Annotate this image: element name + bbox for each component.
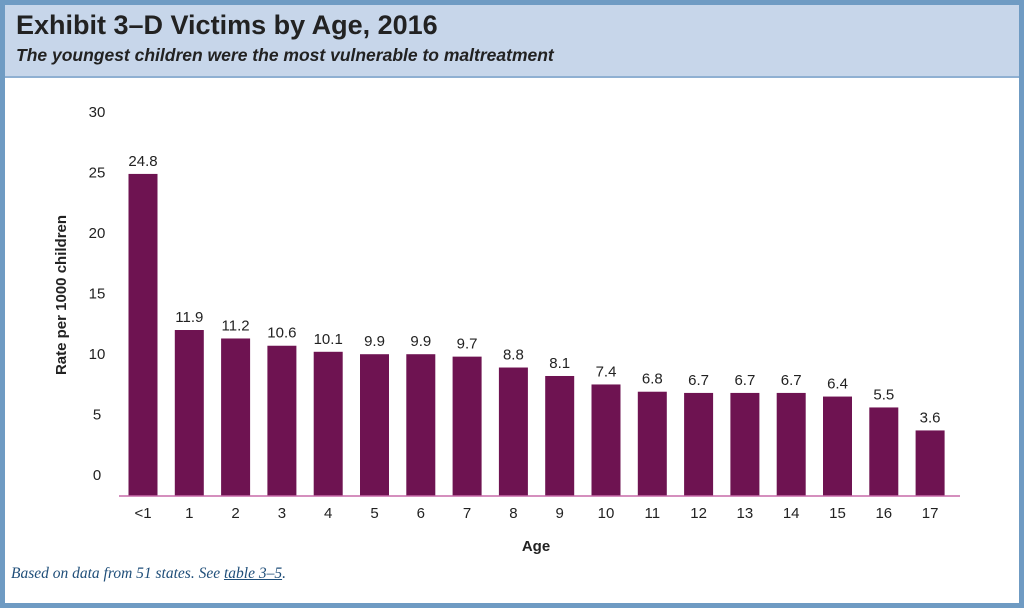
table-link[interactable]: table 3–5 — [223, 565, 283, 582]
y-tick-label: 30 — [89, 104, 106, 121]
x-tick-label: 10 — [598, 505, 615, 522]
bar — [823, 396, 852, 496]
x-tick-label: 11 — [645, 505, 661, 522]
data-label: 6.7 — [688, 372, 709, 389]
data-label: 6.7 — [781, 372, 802, 389]
bar — [498, 367, 528, 496]
x-axis-ticks: <1 1 2 3 4 5 6 7 8 9 10 11 12 13 14 15 16 17 — [134, 505, 938, 522]
chart-subtitle: The youngest children were the most vuln… — [16, 45, 554, 65]
data-label: 8.1 — [549, 355, 570, 372]
x-tick-label: 12 — [690, 505, 707, 522]
x-tick-label: 16 — [875, 505, 892, 522]
data-label: 24.8 — [128, 153, 157, 170]
data-label: 7.4 — [596, 363, 617, 380]
y-tick-label: 5 — [93, 407, 101, 424]
x-tick-label: 4 — [324, 505, 332, 522]
y-tick-label: 25 — [89, 165, 106, 182]
bar — [637, 391, 667, 496]
bar — [452, 356, 482, 496]
y-axis-ticks: 0 5 10 15 20 25 30 — [89, 104, 106, 484]
x-tick-label: 6 — [417, 505, 425, 522]
data-label: 11.9 — [175, 309, 203, 326]
y-tick-label: 0 — [93, 467, 101, 484]
bar — [406, 354, 436, 496]
bar — [684, 392, 714, 496]
data-label: 5.5 — [873, 386, 894, 403]
data-label: 6.7 — [734, 372, 755, 389]
bar — [174, 330, 204, 496]
bars — [128, 173, 945, 497]
x-tick-label: 15 — [829, 505, 846, 522]
footnote: Based on data from 51 states. See table … — [11, 565, 286, 583]
data-label: 9.9 — [410, 333, 431, 350]
x-tick-label: 3 — [278, 505, 286, 522]
x-tick-label: 1 — [185, 505, 193, 522]
data-label: 10.1 — [314, 331, 343, 348]
bar — [360, 354, 389, 496]
data-label: 3.6 — [920, 409, 941, 426]
footnote-text: Based on data from 51 states. See — [11, 565, 224, 582]
x-tick-label: 8 — [509, 505, 517, 522]
y-tick-label: 10 — [89, 346, 106, 363]
x-tick-label: 13 — [737, 505, 754, 522]
data-label: 9.9 — [364, 333, 385, 350]
bar — [869, 407, 899, 496]
bar — [591, 384, 621, 496]
x-tick-label: 17 — [922, 505, 939, 522]
y-tick-label: 15 — [89, 286, 106, 303]
bar — [128, 173, 158, 497]
data-label: 6.8 — [642, 371, 663, 388]
data-labels: 24.8 11.9 11.2 10.6 10.1 9.9 9.9 9.7 8.8 8.1 7.4 6.… — [128, 153, 940, 427]
data-label: 6.4 — [827, 376, 848, 393]
bar — [545, 375, 575, 496]
footnote-end: . — [282, 565, 286, 582]
bar — [730, 392, 760, 496]
x-tick-label: 7 — [463, 505, 471, 522]
data-label: 8.8 — [503, 347, 524, 364]
x-tick-label: 14 — [783, 505, 800, 522]
data-label: 10.6 — [267, 325, 296, 342]
y-axis-title: Rate per 1000 children — [53, 215, 70, 375]
data-label: 9.7 — [457, 336, 478, 353]
bar — [221, 338, 251, 496]
chart-title: Exhibit 3–D Victims by Age, 2016 — [16, 10, 438, 40]
y-tick-label: 20 — [89, 225, 106, 242]
x-tick-label: <1 — [134, 505, 151, 522]
data-label: 11.2 — [222, 317, 250, 334]
bar — [313, 351, 343, 496]
x-axis-title: Age — [522, 538, 550, 555]
bar — [267, 345, 297, 496]
bar — [776, 392, 806, 496]
x-tick-label: 5 — [370, 505, 378, 522]
exhibit-header: Exhibit 3–D Victims by Age, 2016 The you… — [5, 5, 1019, 78]
x-tick-label: 2 — [231, 505, 239, 522]
bar — [915, 430, 945, 496]
x-tick-label: 9 — [556, 505, 564, 522]
